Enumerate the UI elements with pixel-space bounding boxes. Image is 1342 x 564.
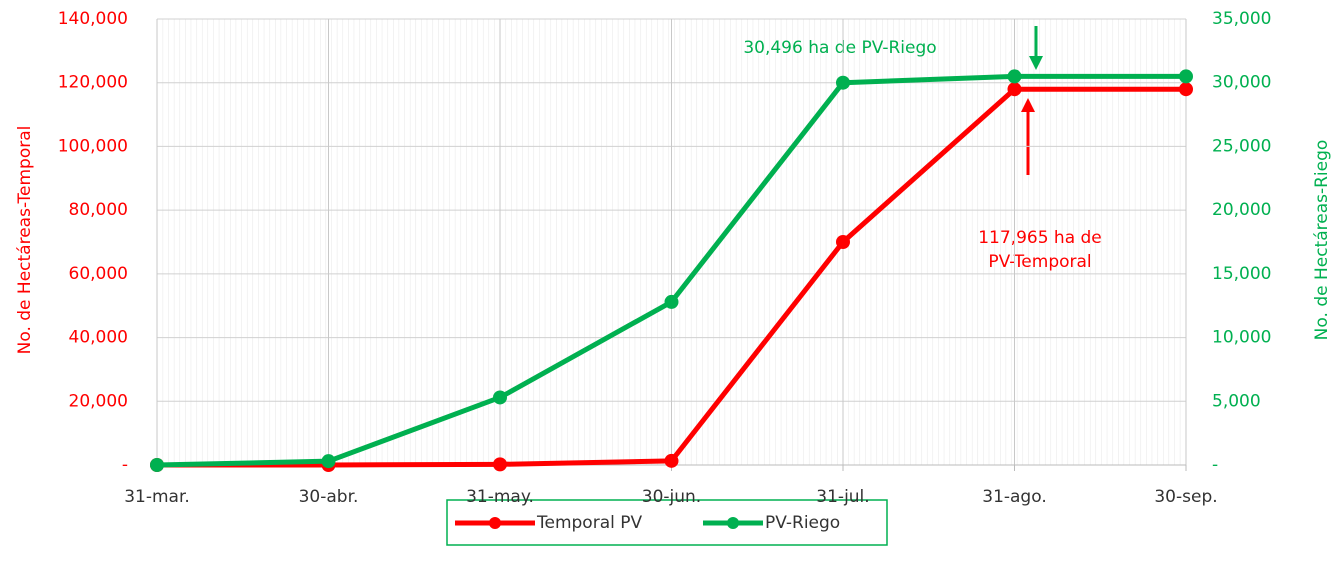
- y-tick-label: 80,000: [69, 200, 128, 220]
- y2-tick-label: 30,000: [1212, 73, 1271, 93]
- data-point: [1179, 82, 1193, 97]
- y2-tick-label: -: [1212, 455, 1218, 475]
- x-tick-label: 30-sep.: [1154, 487, 1217, 507]
- x-tick-label: 31-mar.: [124, 487, 190, 507]
- data-point: [836, 235, 850, 249]
- legend: [446, 499, 888, 546]
- data-point: [493, 457, 507, 472]
- data-point: [1007, 82, 1022, 97]
- annotation: 30,496 ha de PV-Riego: [743, 38, 936, 58]
- data-point: [664, 453, 679, 468]
- data-point: [493, 390, 507, 405]
- data-point: [321, 454, 336, 469]
- data-point: [836, 75, 850, 90]
- y2-tick-label: 10,000: [1212, 328, 1271, 348]
- data-point: [664, 294, 679, 309]
- y2-tick-label: 20,000: [1212, 200, 1271, 220]
- x-tick-label: 31-ago.: [982, 487, 1046, 507]
- x-tick-label: 31-may.: [466, 487, 534, 507]
- legend-label: Temporal PV: [536, 513, 642, 533]
- x-tick-label: 31-jul.: [816, 487, 869, 507]
- data-point: [1179, 69, 1193, 84]
- y2-tick-label: 25,000: [1212, 136, 1271, 156]
- data-point: [1007, 69, 1022, 84]
- arrow: [1021, 98, 1035, 175]
- arrow: [1029, 26, 1043, 70]
- y2-axis-title: No. de Hectáreas-Riego: [1312, 140, 1332, 341]
- y-tick-label: 140,000: [58, 9, 128, 29]
- y-tick-label: 40,000: [69, 328, 128, 348]
- legend-label: PV-Riego: [765, 513, 840, 533]
- y-tick-label: 100,000: [58, 136, 128, 156]
- annotation: 117,965 ha de: [978, 228, 1102, 248]
- legend-marker: [489, 517, 501, 529]
- y-tick-label: 120,000: [58, 73, 128, 93]
- x-tick-label: 30-abr.: [299, 487, 359, 507]
- y2-tick-label: 35,000: [1212, 9, 1271, 29]
- y-axis-title: No. de Hectáreas-Temporal: [15, 126, 35, 355]
- y-tick-label: 60,000: [69, 264, 128, 284]
- y-tick-label: 20,000: [69, 391, 128, 411]
- y2-tick-label: 5,000: [1212, 391, 1261, 411]
- annotation: PV-Temporal: [988, 252, 1091, 272]
- legend-marker: [727, 517, 739, 529]
- y2-tick-label: 15,000: [1212, 264, 1271, 284]
- data-point: [150, 458, 164, 472]
- x-tick-label: 30-jun.: [642, 487, 701, 507]
- y-tick-label: -: [122, 455, 128, 475]
